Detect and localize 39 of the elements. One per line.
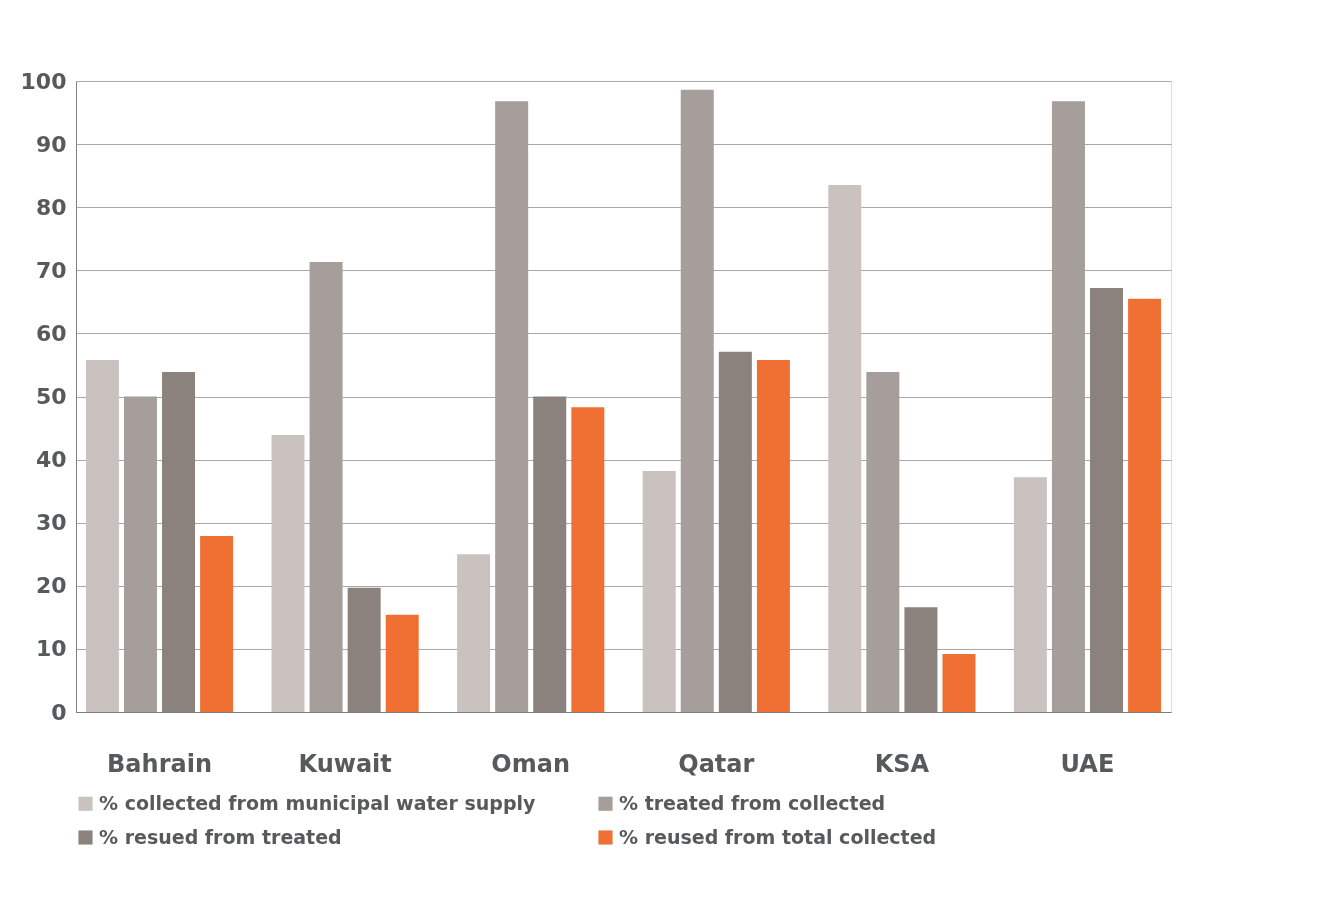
y-tick-label: 70 [35,257,67,283]
bar [85,359,119,712]
legend-label: % reused from total collected [619,825,937,848]
y-tick-label: 90 [35,131,67,157]
y-tick-label: 0 [51,699,67,725]
bar [942,653,976,712]
y-tick-label: 20 [35,573,67,599]
bar [309,262,343,712]
y-tick-label: 10 [35,636,67,662]
bar [680,89,714,712]
bar [642,470,676,712]
bar [271,434,305,712]
legend-label: % treated from collected [619,791,886,814]
x-tick-label: Bahrain [107,749,212,778]
bar [495,101,529,712]
bar [756,359,790,712]
bar [123,396,157,712]
y-tick-label: 40 [35,447,67,473]
bar [385,614,419,712]
bar [828,185,862,712]
x-tick-label: Qatar [678,749,755,778]
x-tick-label: Kuwait [298,749,392,778]
y-tick-label: 100 [20,68,67,94]
bar [200,535,234,712]
bar [1128,298,1162,712]
legend-label: % resued from treated [99,825,342,848]
x-tick-label: UAE [1060,749,1115,778]
y-tick-label: 60 [35,320,67,346]
y-tick-label: 30 [35,510,67,536]
bar [1013,477,1047,712]
y-tick-label: 80 [35,194,67,220]
legend-label: % collected from municipal water supply [99,791,536,814]
x-tick-label: Oman [491,749,571,778]
bar [1051,101,1085,712]
y-tick-label: 50 [35,384,67,409]
x-tick-label: KSA [874,749,930,778]
bar [866,371,900,712]
bar [571,407,605,712]
bar [457,554,491,712]
